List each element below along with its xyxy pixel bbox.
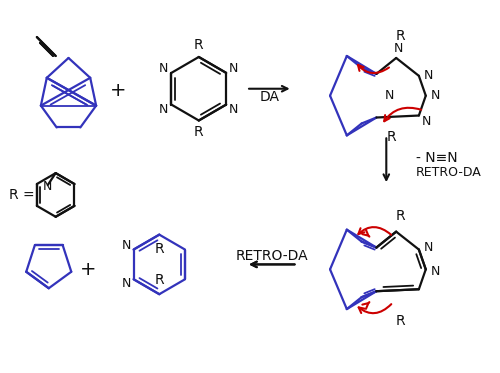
Text: R: R (154, 273, 164, 287)
Text: N: N (159, 62, 168, 75)
Text: N: N (229, 62, 238, 75)
Text: RETRO-DA: RETRO-DA (236, 250, 308, 263)
Text: N: N (122, 239, 130, 251)
Text: N: N (424, 241, 434, 254)
Text: N: N (384, 89, 394, 102)
Text: N: N (431, 265, 440, 278)
Text: R =: R = (10, 188, 35, 202)
Text: R: R (396, 314, 405, 328)
Text: N: N (159, 103, 168, 116)
Text: N: N (122, 277, 130, 290)
Text: +: + (110, 81, 126, 100)
Text: R: R (396, 209, 405, 223)
Text: N: N (43, 179, 52, 192)
Text: N: N (229, 103, 238, 116)
Text: R: R (386, 131, 396, 144)
Text: R: R (194, 125, 203, 140)
Text: N: N (431, 89, 440, 102)
Text: +: + (80, 260, 96, 279)
Text: RETRO-DA: RETRO-DA (416, 166, 482, 179)
Text: DA: DA (260, 90, 280, 104)
Text: N: N (394, 41, 403, 54)
Text: R: R (396, 29, 405, 43)
Text: N: N (422, 115, 432, 128)
Text: R: R (154, 242, 164, 256)
Text: - N≡N: - N≡N (416, 151, 458, 165)
Text: R: R (194, 38, 203, 52)
Text: N: N (424, 69, 434, 82)
